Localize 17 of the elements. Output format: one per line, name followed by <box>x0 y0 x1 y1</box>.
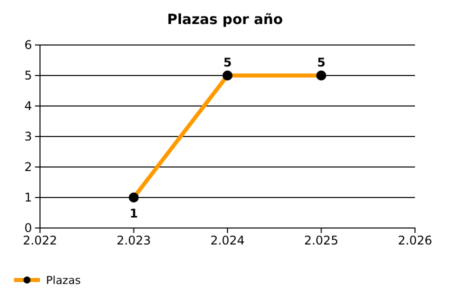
y-tick-label: 4 <box>24 98 32 113</box>
y-tick-label: 3 <box>24 129 32 144</box>
y-tick-label: 1 <box>24 190 32 204</box>
x-tick-label: 2.026 <box>398 234 432 248</box>
y-tick-label: 5 <box>24 68 32 82</box>
chart-title: Plazas por año <box>167 12 284 28</box>
y-tick-label: 6 <box>24 38 32 52</box>
data-label: 5 <box>223 56 232 70</box>
x-tick-label: 2.022 <box>22 234 58 248</box>
x-tick-label: 2.023 <box>116 234 151 248</box>
y-tick-label: 2 <box>24 160 32 174</box>
data-label: 1 <box>130 206 138 220</box>
legend-label: Plazas <box>46 274 81 287</box>
y-tick-label: 0 <box>24 220 32 235</box>
data-label: 5 <box>317 56 326 70</box>
x-tick-label: 2.025 <box>304 234 338 248</box>
x-tick-label: 2.024 <box>210 234 245 248</box>
